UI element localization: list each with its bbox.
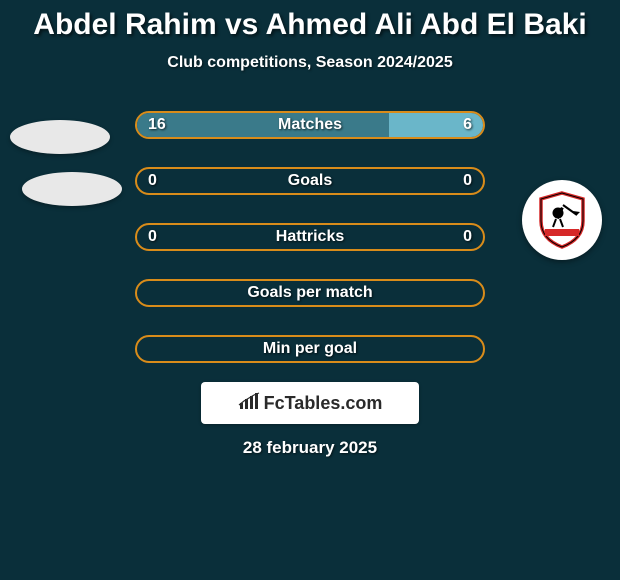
stat-value-right: 0 [463, 228, 472, 246]
logo-text: FcTables.com [238, 392, 383, 415]
stat-value-left: 0 [148, 172, 157, 190]
page-subtitle: Club competitions, Season 2024/2025 [0, 54, 620, 72]
player2-club-badge [522, 180, 602, 260]
stat-label: Hattricks [276, 228, 344, 246]
zamalek-crest-icon [537, 191, 587, 249]
page-title: Abdel Rahim vs Ahmed Ali Abd El Baki [0, 8, 620, 42]
stat-row: Min per goal [0, 326, 620, 372]
stat-bar: Matches [135, 111, 485, 139]
fctables-logo: FcTables.com [201, 382, 419, 424]
stat-label: Goals [288, 172, 332, 190]
stat-label: Matches [278, 116, 342, 134]
stat-bar: Hattricks [135, 223, 485, 251]
player-placeholder-ellipse [22, 172, 122, 206]
stat-label: Min per goal [263, 340, 357, 358]
stat-bar-left-fill [137, 113, 389, 137]
player-placeholder-ellipse [10, 120, 110, 154]
stat-value-right: 6 [463, 116, 472, 134]
stat-value-left: 16 [148, 116, 166, 134]
stat-label: Goals per match [247, 284, 372, 302]
bar-chart-icon [238, 392, 260, 415]
stat-value-right: 0 [463, 172, 472, 190]
date-label: 28 february 2025 [0, 438, 620, 458]
stat-bar: Min per goal [135, 335, 485, 363]
stat-value-left: 0 [148, 228, 157, 246]
stat-row: Goals per match [0, 270, 620, 316]
stat-bar: Goals per match [135, 279, 485, 307]
stat-bar: Goals [135, 167, 485, 195]
logo-label: FcTables.com [264, 393, 383, 414]
